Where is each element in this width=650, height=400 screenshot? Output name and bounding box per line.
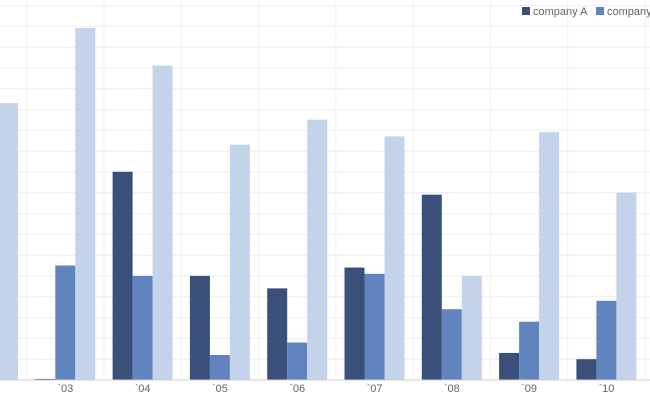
bar <box>519 321 540 380</box>
bar <box>132 275 153 380</box>
bar <box>384 136 405 380</box>
bar <box>112 171 133 380</box>
legend-label: company B <box>607 6 650 18</box>
bar <box>267 288 288 380</box>
bar <box>596 300 617 380</box>
x-tick-label: `04 <box>135 383 151 395</box>
bar <box>344 267 365 380</box>
bar <box>421 194 442 380</box>
x-tick-label: `08 <box>444 383 460 395</box>
x-tick-label: `07 <box>367 383 383 395</box>
bar <box>364 273 385 380</box>
bar <box>229 144 250 380</box>
x-tick-label: `06 <box>289 383 305 395</box>
bar <box>539 132 560 380</box>
x-tick-label: `03 <box>57 383 73 395</box>
bar <box>189 275 210 380</box>
legend-swatch <box>522 7 530 15</box>
bar <box>152 65 173 381</box>
bar <box>461 275 482 380</box>
legend-label: company A <box>533 6 588 18</box>
x-tick-label: `10 <box>598 383 614 395</box>
bar <box>576 359 597 380</box>
bar <box>209 355 230 380</box>
bar <box>441 309 462 380</box>
bar <box>499 352 520 380</box>
bar <box>55 265 76 380</box>
bar <box>0 103 18 380</box>
x-tick-label: `05 <box>212 383 228 395</box>
bar <box>35 378 56 380</box>
bar <box>287 342 308 380</box>
bar <box>307 119 328 381</box>
x-tick-label: `09 <box>521 383 537 395</box>
bar <box>616 192 637 380</box>
bar <box>75 28 96 380</box>
legend-swatch <box>596 7 604 15</box>
